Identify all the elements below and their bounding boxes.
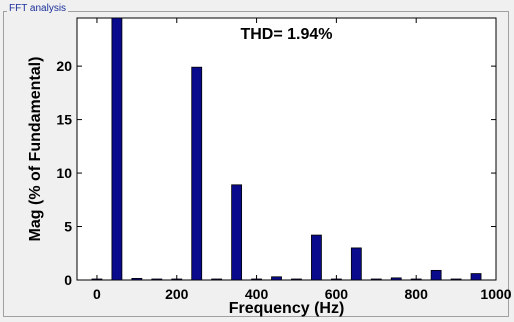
bar-300hz	[211, 278, 223, 281]
bar-100hz	[131, 277, 143, 281]
x-tick-label: 400	[245, 286, 269, 302]
x-tick-label: 200	[165, 286, 189, 302]
x-tick-label: 800	[405, 286, 429, 302]
y-tick-label: 5	[64, 219, 72, 235]
x-axis-label: Frequency (Hz)	[229, 300, 345, 317]
bar-500hz	[291, 278, 302, 281]
bars-group	[91, 17, 482, 281]
bar-900hz	[450, 278, 462, 281]
x-tick-label: 1000	[480, 286, 511, 302]
bar-450hz	[271, 276, 282, 281]
y-tick-label: 10	[56, 165, 72, 181]
bar-850hz	[430, 269, 442, 281]
chart-title: THD= 1.94%	[240, 26, 332, 43]
bar-150hz	[151, 278, 163, 281]
plot-area	[76, 17, 497, 281]
panel-title: FFT analysis	[7, 3, 69, 15]
bar-650hz	[350, 247, 362, 281]
bar-550hz	[311, 234, 322, 281]
bar-50hz	[111, 17, 123, 281]
bar-350hz	[231, 184, 243, 281]
bar-750hz	[390, 277, 402, 281]
y-tick-label: 0	[64, 272, 72, 288]
y-tick-label: 15	[56, 112, 72, 128]
bar-700hz	[370, 278, 382, 281]
x-ticks: 0 200 400 600 800 1000	[93, 18, 512, 302]
x-tick-label: 0	[93, 286, 101, 302]
fft-analysis-panel	[3, 11, 509, 317]
bar-950hz	[470, 273, 482, 281]
x-tick-label: 600	[325, 286, 349, 302]
bar-250hz	[191, 66, 203, 281]
y-axis-label: Mag (% of Fundamental)	[27, 57, 44, 242]
y-tick-label: 20	[56, 58, 72, 74]
y-ticks: 0 5 10 15 20	[56, 58, 496, 288]
